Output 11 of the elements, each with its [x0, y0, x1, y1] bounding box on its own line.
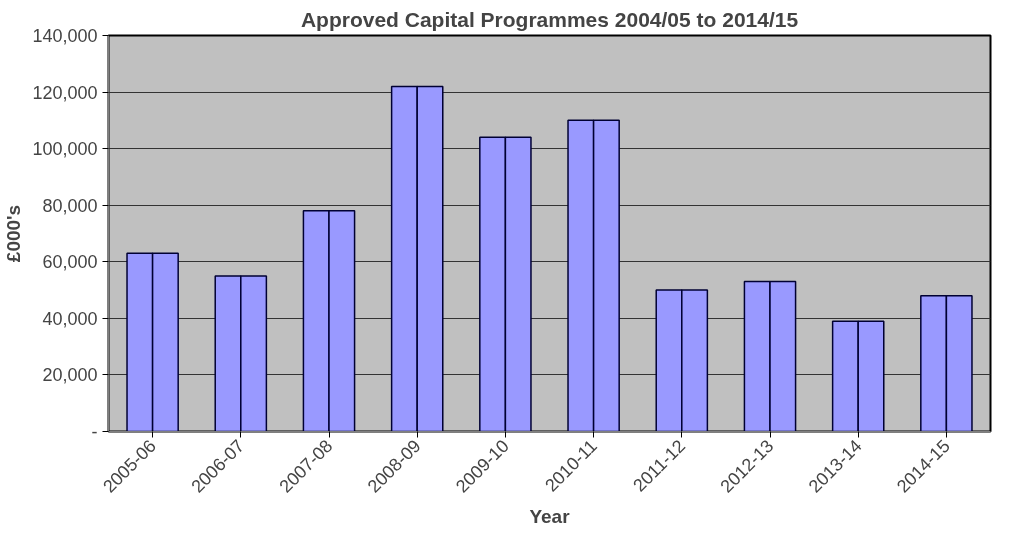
y-tick-label: 140,000 — [32, 26, 98, 46]
y-tick-label: 80,000 — [42, 195, 98, 216]
y-tick-label: 100,000 — [32, 139, 98, 160]
chart-title: Approved Capital Programmes 2004/05 to 2014/15 — [300, 7, 799, 31]
x-axis-title: Year — [529, 506, 571, 528]
y-tick-label: 40,000 — [42, 308, 98, 329]
y-tick-label: 60,000 — [42, 252, 98, 273]
y-tick-label: 20,000 — [42, 365, 98, 386]
y-tick-label: - — [91, 422, 98, 442]
y-axis-title: £000's — [3, 204, 25, 263]
y-tick-label: 120,000 — [32, 82, 98, 103]
